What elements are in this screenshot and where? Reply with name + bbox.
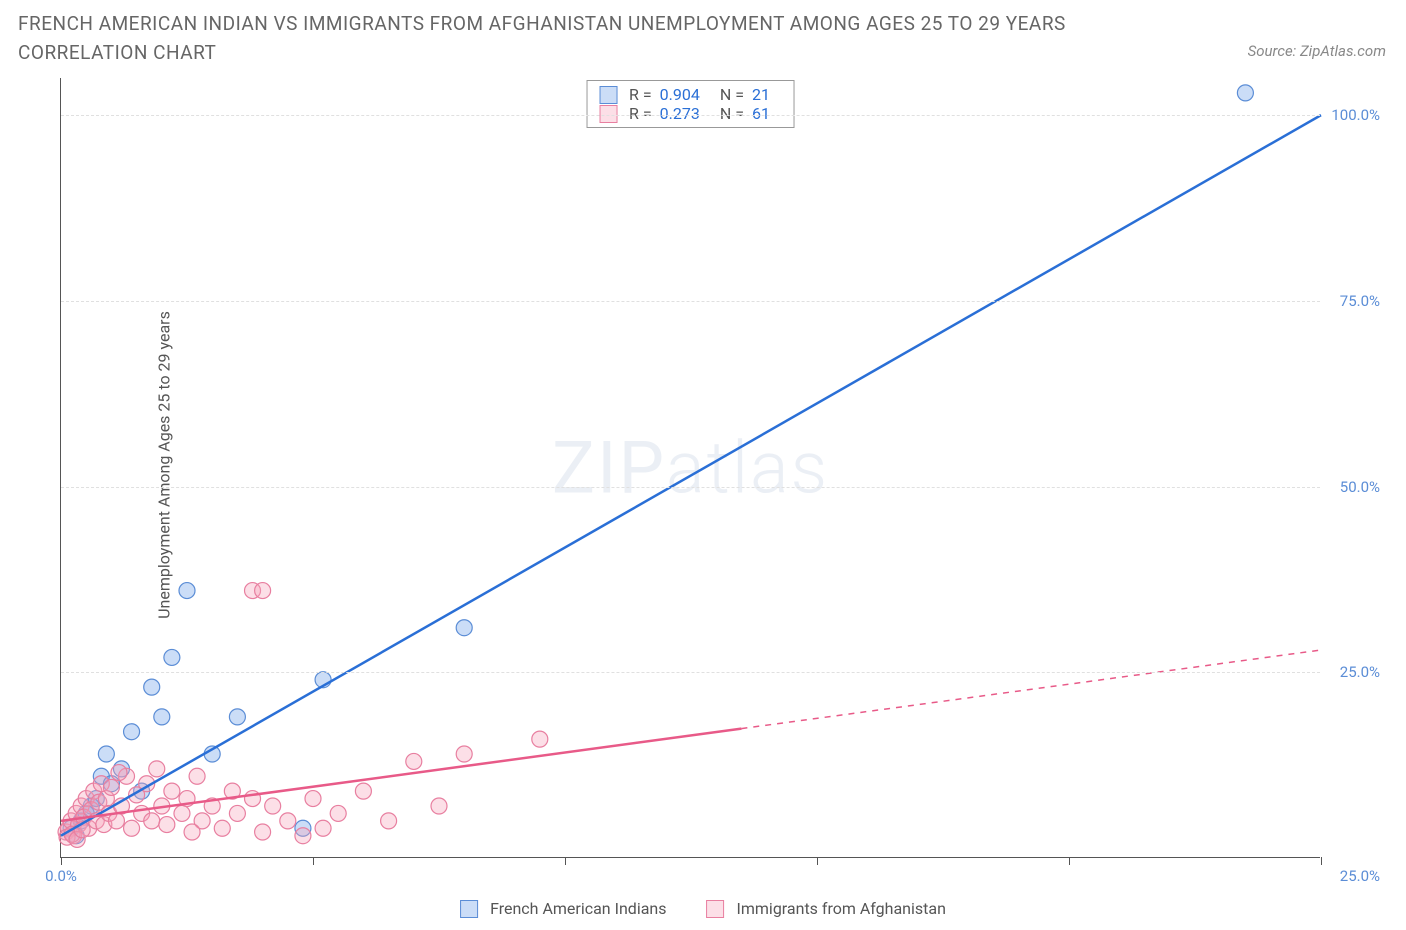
- source-attribution: Source: ZipAtlas.com: [1248, 42, 1386, 60]
- scatter-point: [144, 679, 160, 695]
- scatter-point: [214, 820, 230, 836]
- scatter-point: [164, 783, 180, 799]
- scatter-point: [456, 746, 472, 762]
- legend-label-pink: Immigrants from Afghanistan: [737, 899, 946, 918]
- xtick: [1069, 857, 1070, 865]
- xtick: [565, 857, 566, 865]
- gridline: [61, 487, 1320, 488]
- scatter-point: [184, 824, 200, 840]
- scatter-point: [456, 620, 472, 636]
- plot-area: ZIPatlas R = 0.904 N = 21 R = 0.273 N = …: [60, 78, 1320, 858]
- swatch-pink-icon: [707, 900, 725, 918]
- legend-item-pink: Immigrants from Afghanistan: [707, 899, 946, 918]
- scatter-point: [1237, 85, 1253, 101]
- scatter-point: [315, 820, 331, 836]
- scatter-point: [174, 805, 190, 821]
- gridline: [61, 115, 1320, 116]
- scatter-point: [124, 724, 140, 740]
- legend: French American Indians Immigrants from …: [460, 899, 946, 918]
- chart-title: FRENCH AMERICAN INDIAN VS IMMIGRANTS FRO…: [18, 10, 1118, 67]
- ytick-label: 75.0%: [1340, 292, 1380, 310]
- scatter-point: [431, 798, 447, 814]
- scatter-plot: [61, 78, 1320, 857]
- xtick: [817, 857, 818, 865]
- scatter-point: [149, 761, 165, 777]
- ytick-label: 100.0%: [1331, 106, 1380, 124]
- ytick-label: 50.0%: [1340, 478, 1380, 496]
- xtick: [61, 857, 62, 865]
- trend-line-dashed: [741, 650, 1321, 729]
- scatter-point: [103, 779, 119, 795]
- scatter-point: [124, 820, 140, 836]
- gridline: [61, 301, 1320, 302]
- scatter-point: [255, 583, 271, 599]
- scatter-point: [255, 824, 271, 840]
- gridline: [61, 672, 1320, 673]
- scatter-point: [330, 805, 346, 821]
- scatter-point: [159, 817, 175, 833]
- scatter-point: [179, 583, 195, 599]
- scatter-point: [406, 753, 422, 769]
- scatter-point: [111, 765, 127, 781]
- scatter-point: [355, 783, 371, 799]
- trend-line: [61, 115, 1321, 836]
- scatter-point: [144, 813, 160, 829]
- legend-label-blue: French American Indians: [490, 899, 666, 918]
- scatter-point: [229, 805, 245, 821]
- scatter-point: [532, 731, 548, 747]
- scatter-point: [305, 791, 321, 807]
- trend-line: [61, 729, 741, 821]
- xtick: [1321, 857, 1322, 865]
- legend-item-blue: French American Indians: [460, 899, 666, 918]
- xtick-label: 25.0%: [1340, 867, 1380, 885]
- scatter-point: [229, 709, 245, 725]
- scatter-point: [295, 828, 311, 844]
- scatter-point: [265, 798, 281, 814]
- xtick-label: 0.0%: [45, 867, 77, 885]
- scatter-point: [381, 813, 397, 829]
- xtick: [313, 857, 314, 865]
- scatter-point: [164, 649, 180, 665]
- scatter-point: [98, 746, 114, 762]
- ytick-label: 25.0%: [1340, 663, 1380, 681]
- scatter-point: [154, 709, 170, 725]
- scatter-point: [280, 813, 296, 829]
- scatter-point: [189, 768, 205, 784]
- swatch-blue-icon: [460, 900, 478, 918]
